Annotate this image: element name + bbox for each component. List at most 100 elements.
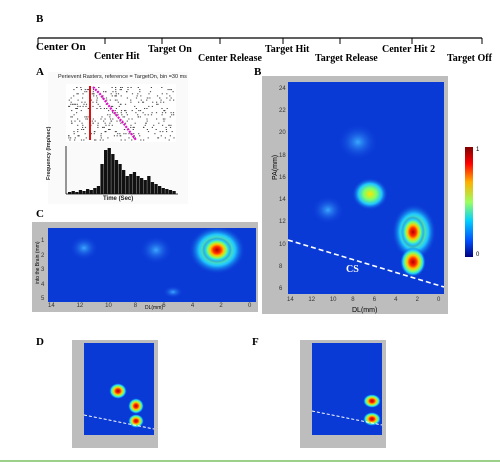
histogram-bar — [168, 190, 173, 194]
raster-dot — [106, 108, 108, 109]
raster-dot — [80, 110, 82, 112]
raster-dot — [108, 110, 110, 112]
raster-dot — [166, 108, 168, 109]
raster-dot — [111, 87, 113, 88]
raster-dot — [102, 139, 104, 141]
raster-dot — [149, 91, 152, 93]
raster-dot — [85, 103, 88, 105]
raster-dot — [159, 97, 161, 99]
raster-dot — [108, 124, 110, 126]
raster-dot — [73, 89, 75, 91]
raster-dot — [156, 103, 158, 105]
raster-dot — [76, 108, 78, 109]
raster-dot — [82, 93, 84, 95]
raster-dot — [82, 105, 84, 107]
raster-dot — [83, 103, 85, 105]
raster-dot — [165, 126, 167, 128]
raster-dot — [115, 93, 117, 95]
raster-dot — [100, 137, 102, 139]
raster-dot — [123, 133, 125, 135]
raster-dot — [126, 120, 128, 122]
raster-dot — [126, 91, 128, 93]
raster-dot — [139, 116, 141, 118]
raster-dot — [68, 137, 70, 139]
raster-dot — [146, 108, 148, 109]
raster-dot — [162, 124, 164, 126]
raster-dot — [137, 93, 139, 95]
raster-dot — [157, 137, 160, 139]
raster-dot — [81, 129, 83, 130]
raster-dot — [73, 133, 75, 135]
figure-letter-a: A — [36, 66, 44, 78]
raster-dot — [124, 103, 127, 105]
raster-dot — [119, 135, 121, 137]
raster-dot — [115, 108, 117, 109]
raster-dot — [128, 133, 130, 135]
panel-c-xlabel: DL(mm) — [145, 305, 164, 311]
raster-dot — [109, 129, 111, 130]
raster-dot — [170, 124, 172, 126]
raster-dot — [157, 103, 159, 105]
raster-dot — [77, 129, 79, 130]
raster-dot — [101, 116, 103, 118]
raster-dot — [82, 124, 84, 126]
panel-b-y-tick: 14 — [279, 197, 286, 204]
raster-dot — [150, 114, 153, 116]
raster-dot — [130, 87, 132, 88]
histogram-bar — [78, 190, 83, 194]
raster-dot — [76, 87, 78, 88]
raster-dot — [93, 133, 95, 135]
raster-dot — [142, 101, 144, 103]
raster-dot — [84, 126, 87, 128]
event-center-release: Center Release — [198, 53, 262, 64]
raster-dot — [85, 105, 87, 107]
raster-dot — [127, 89, 129, 91]
raster-dot — [109, 118, 112, 120]
histogram-bar — [93, 188, 97, 194]
raster-dot — [164, 137, 166, 139]
raster-dot — [165, 112, 167, 114]
raster-dot — [125, 110, 127, 112]
raster-dot — [112, 105, 114, 107]
raster-dot — [151, 112, 153, 114]
raster-dot — [74, 139, 76, 141]
raster-dot — [131, 110, 133, 112]
raster-dot — [77, 105, 79, 107]
panel-b-y-tick: 16 — [279, 174, 286, 181]
raster-dot — [164, 110, 166, 112]
panel-b-y-tick: 22 — [279, 108, 286, 115]
raster-dot — [133, 135, 135, 137]
histogram-bar — [86, 189, 90, 194]
raster-dot — [130, 101, 132, 103]
raster-dot — [108, 129, 110, 130]
raster-dot — [155, 112, 158, 114]
raster-dot — [115, 95, 117, 97]
panel-c-x-tick: 4 — [190, 303, 195, 309]
event-target-release: Target Release — [315, 53, 378, 64]
raster-dot — [124, 139, 126, 141]
raster-dot — [169, 116, 171, 118]
panel-b-y-tick: 8 — [279, 263, 283, 270]
raster-dot — [161, 114, 163, 116]
raster-dot — [106, 99, 108, 101]
histogram-bar — [75, 192, 79, 194]
histogram-bar — [165, 189, 169, 194]
raster-dot — [169, 99, 171, 101]
raster-dot — [107, 114, 109, 116]
raster-dot — [154, 133, 156, 135]
raster-dot — [160, 99, 162, 101]
raster-dot — [134, 122, 136, 124]
raster-dot — [131, 139, 133, 141]
raster-dot — [93, 131, 95, 133]
raster-dot — [69, 139, 71, 141]
raster-dot — [113, 135, 115, 137]
raster-dot — [108, 129, 110, 130]
raster-dot — [115, 131, 117, 133]
raster-dot — [70, 101, 72, 103]
raster-dot — [135, 112, 137, 114]
raster-dot — [138, 110, 140, 112]
raster-dot — [150, 87, 152, 88]
raster-dot — [97, 126, 99, 128]
raster-dot — [120, 112, 122, 114]
panel-b-x-tick: 10 — [329, 297, 337, 303]
